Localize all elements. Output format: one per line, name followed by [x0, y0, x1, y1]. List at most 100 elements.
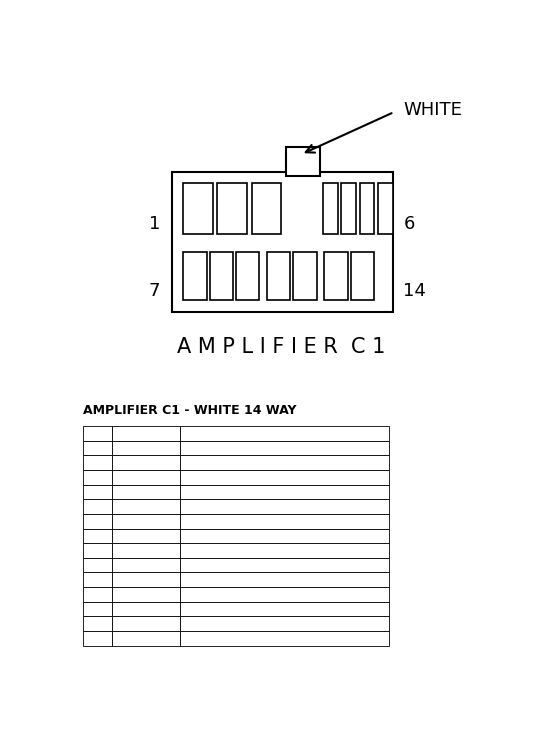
Text: -: - [183, 472, 186, 482]
Bar [82, 587, 112, 602]
Bar [341, 183, 356, 233]
Text: Z46 18BK/LB: Z46 18BK/LB [114, 531, 182, 541]
Bar [112, 456, 180, 470]
Bar [180, 573, 389, 587]
Text: CIRCUIT: CIRCUIT [114, 428, 161, 439]
Text: 11: 11 [91, 589, 104, 599]
Bar [180, 485, 389, 499]
Text: X91 18WT/BK: X91 18WT/BK [114, 634, 185, 643]
Text: 8: 8 [94, 545, 100, 556]
Bar [112, 617, 180, 631]
Bar [180, 617, 389, 631]
Bar [378, 183, 393, 233]
Bar [82, 514, 112, 528]
Bar [112, 499, 180, 514]
Bar [180, 470, 389, 485]
Bar [217, 183, 247, 233]
Bar [180, 426, 389, 441]
Bar [112, 441, 180, 456]
Text: AMPLIFIER C1 - WHITE 14 WAY: AMPLIFIER C1 - WHITE 14 WAY [82, 405, 296, 417]
Bar [323, 183, 338, 233]
Text: X92 18TN/BK: X92 18TN/BK [114, 619, 183, 628]
Text: -: - [114, 472, 118, 482]
Bar [82, 470, 112, 485]
Text: 14: 14 [404, 282, 427, 299]
Bar [236, 252, 259, 300]
Bar [285, 147, 320, 176]
Bar [180, 602, 389, 617]
Bar [82, 617, 112, 631]
Text: Z47 18BK/LB: Z47 18BK/LB [114, 545, 182, 556]
Bar [82, 631, 112, 645]
Bar [82, 602, 112, 617]
Bar [82, 573, 112, 587]
Text: GROUND: GROUND [183, 545, 229, 556]
Text: X93 18WT/RD: X93 18WT/RD [114, 516, 186, 526]
Text: 4: 4 [94, 487, 100, 497]
Bar [112, 631, 180, 645]
Text: FUSED B(+): FUSED B(+) [183, 458, 244, 468]
Bar [180, 514, 389, 528]
Text: X80 18LB/BK: X80 18LB/BK [114, 575, 181, 585]
Bar [82, 528, 112, 543]
Bar [180, 558, 389, 573]
Text: AMPLIFIED LEFT DOOR SPEAKER (-): AMPLIFIED LEFT DOOR SPEAKER (-) [183, 604, 365, 614]
Bar [82, 426, 112, 441]
Bar [112, 470, 180, 485]
Text: F75 18VT: F75 18VT [114, 458, 164, 468]
Bar [112, 558, 180, 573]
Bar [82, 485, 112, 499]
Text: 12: 12 [91, 604, 104, 614]
Text: CAV: CAV [86, 428, 109, 439]
Text: 6: 6 [94, 516, 100, 526]
Bar [112, 426, 180, 441]
Text: AMPLIFIED RIGHT DOOR SPEAKER (-): AMPLIFIED RIGHT DOOR SPEAKER (-) [183, 575, 372, 585]
Bar [82, 543, 112, 558]
Bar [180, 456, 389, 470]
Bar [112, 602, 180, 617]
Text: 10: 10 [91, 575, 104, 585]
Text: X94 18TN/VT: X94 18TN/VT [114, 502, 182, 511]
Text: AMPLIFIED LEFT REAR SPEAKER (-): AMPLIFIED LEFT REAR SPEAKER (-) [183, 634, 361, 643]
Bar [360, 183, 374, 233]
Text: 7: 7 [149, 282, 160, 299]
Text: X87 18LG/VT: X87 18LG/VT [114, 487, 182, 497]
Bar [210, 252, 233, 300]
Bar [82, 441, 112, 456]
Text: WHITE: WHITE [404, 102, 462, 119]
Text: A M P L I F I E R  C 1: A M P L I F I E R C 1 [177, 337, 385, 357]
Bar [180, 528, 389, 543]
Bar [112, 543, 180, 558]
Bar [180, 441, 389, 456]
Bar [251, 183, 281, 233]
Bar [183, 183, 213, 233]
Bar [324, 252, 348, 300]
Text: AMPLIFIED LEFT REAR SPEAKER (+): AMPLIFIED LEFT REAR SPEAKER (+) [183, 516, 366, 526]
Text: 7: 7 [94, 531, 100, 541]
Bar [180, 587, 389, 602]
Text: 14: 14 [91, 634, 104, 643]
Text: D25 20VT/YL: D25 20VT/YL [114, 560, 181, 570]
Bar [180, 543, 389, 558]
Bar [112, 514, 180, 528]
Text: X85 18LG/DG: X85 18LG/DG [114, 604, 184, 614]
Bar [183, 252, 206, 300]
Text: PCI BUS: PCI BUS [183, 560, 223, 570]
Bar [112, 573, 180, 587]
Text: AMPLIFIED RIGHT REAR SPEAKER (+): AMPLIFIED RIGHT REAR SPEAKER (+) [183, 502, 373, 511]
Text: FUNCTION: FUNCTION [183, 428, 243, 439]
Text: X82 18LB/VT: X82 18LB/VT [114, 589, 181, 599]
Bar [351, 252, 374, 300]
Bar [112, 485, 180, 499]
Bar [172, 172, 393, 312]
Text: 2: 2 [94, 458, 100, 468]
Text: 13: 13 [91, 619, 104, 628]
Bar [82, 456, 112, 470]
Text: AMPLIFIED RIGHT REAR SPEAKER (-): AMPLIFIED RIGHT REAR SPEAKER (-) [183, 619, 369, 628]
Text: 6: 6 [404, 215, 415, 233]
Text: GROUND: GROUND [183, 531, 229, 541]
Bar [180, 499, 389, 514]
Text: 5: 5 [94, 502, 100, 511]
Text: 3: 3 [94, 472, 100, 482]
Bar [112, 587, 180, 602]
